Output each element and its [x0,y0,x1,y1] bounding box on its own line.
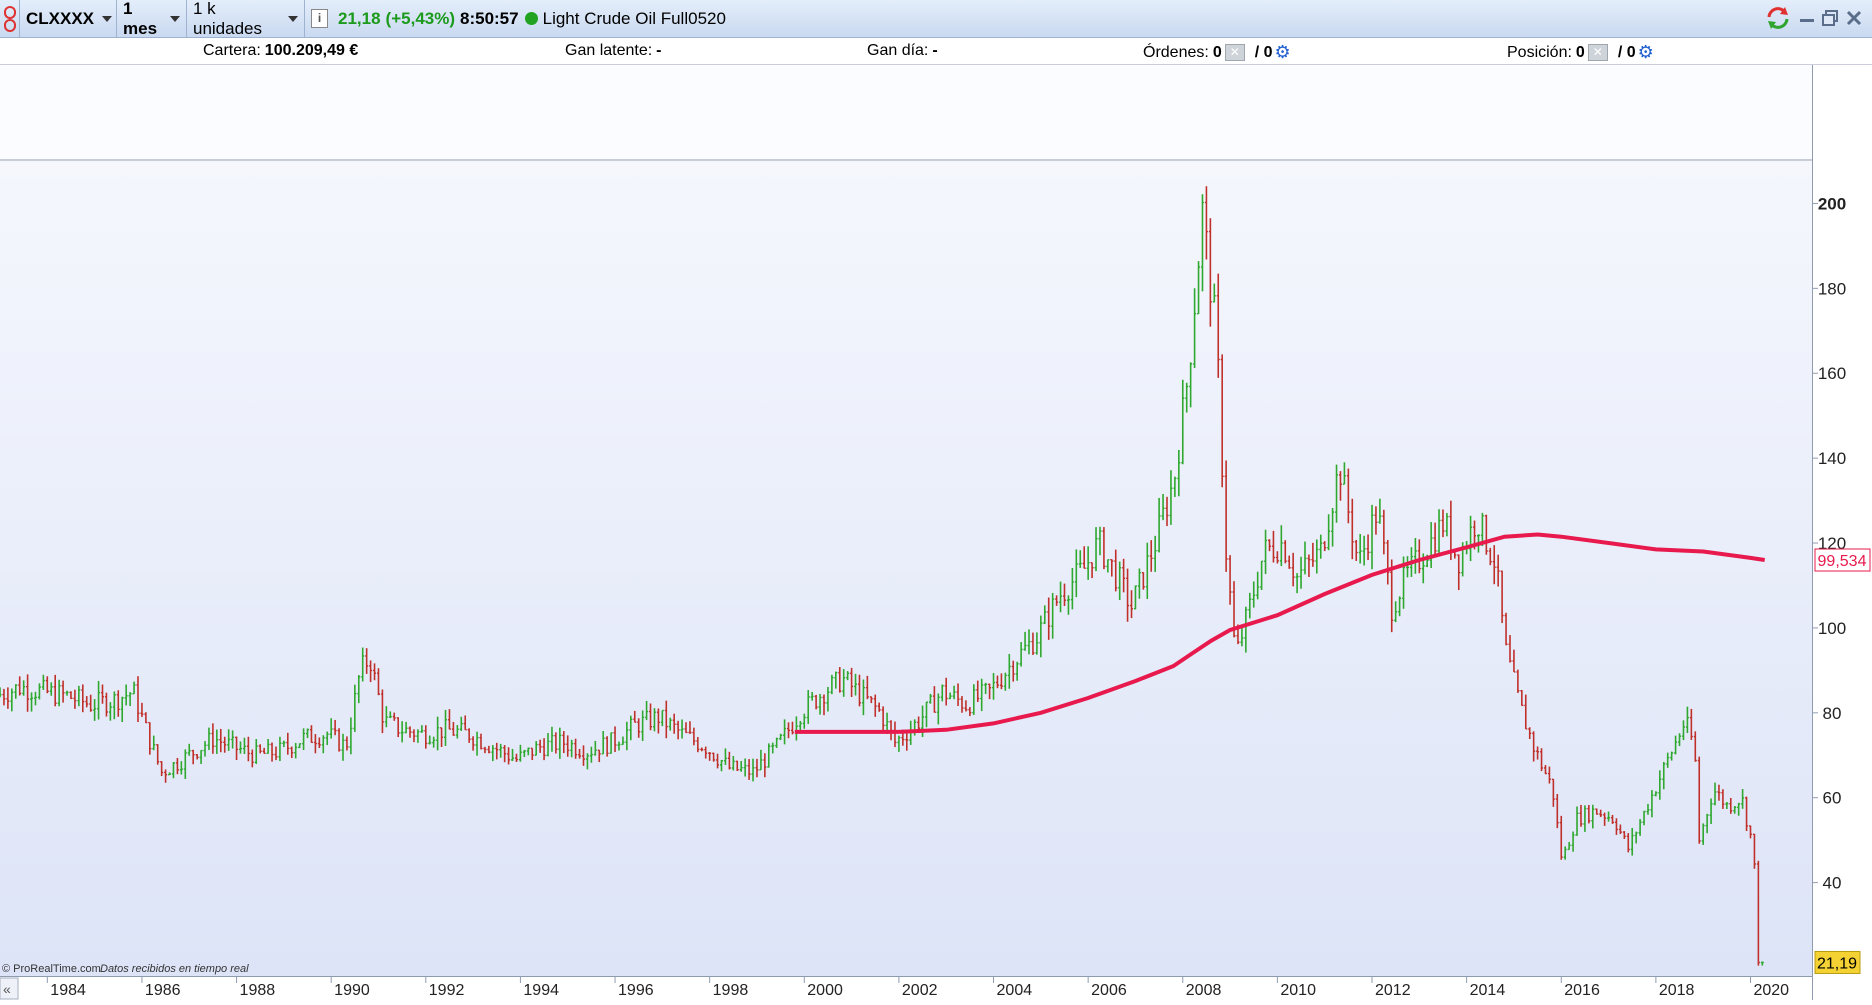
dia-value: - [932,42,938,59]
posicion-value-a: 0 [1575,43,1585,61]
y-tick-label: 100 [1818,619,1846,638]
x-tick-label: 1998 [713,982,749,999]
x-tick-label: 2010 [1280,982,1316,999]
refresh-icon[interactable] [1765,5,1791,37]
footer-realtime: Datos recibidos en tiempo real [100,963,249,975]
toolbar: CLXXXX 1 mes 1 k unidades i 21,18 (+5,43… [0,0,1872,38]
plot-background [0,161,1812,976]
cancel-orders-icon[interactable]: ✕ [1224,44,1245,61]
x-tick-label: 2008 [1186,982,1222,999]
footer-brand: © ProRealTime.com [2,963,101,975]
link-icon[interactable] [0,0,20,37]
x-tick-label: 1990 [334,982,370,999]
minimize-icon[interactable] [1800,8,1814,24]
chevron-down-icon [102,15,113,22]
x-tick-label: 2012 [1375,982,1411,999]
quote-area: i 21,18 (+5,43%) 8:50:57 Light Crude Oil… [305,0,755,37]
x-tick-label: 1994 [523,982,559,999]
y-axis-panel [1813,65,1872,1000]
y-tick-label: 80 [1823,704,1842,723]
x-tick-label: 1992 [429,982,465,999]
x-tick-label: 2004 [997,982,1033,999]
y-tick-label: 60 [1823,789,1842,808]
x-axis-ticks: 1984 1986 1988 1990 1992 1994 1996 1998 2000 2002… [46,976,1789,999]
last-price-text: 21,19 [1817,955,1857,972]
gear-icon[interactable]: ⚙ [1637,42,1654,62]
timeframe-selector[interactable]: 1 mes [117,0,187,38]
x-tick-label: 2016 [1564,982,1600,999]
svg-text:«: « [3,981,11,997]
y-tick-label: 200 [1818,194,1846,213]
y-tick-label: 140 [1818,449,1846,468]
cartera-label: Cartera: [203,42,261,59]
portfolio-bar: Cartera: 100.209,49 € Gan latente: - Gan d… [0,38,1872,65]
symbol-label: CLXXXX [26,8,95,28]
posicion-value-b: / 0 [1617,43,1636,61]
latente-field: Gan latente: - [565,42,662,60]
close-icon[interactable] [1846,9,1862,32]
x-axis-panel [0,977,1812,1000]
symbol-selector[interactable]: CLXXXX [20,0,117,37]
y-tick-label: 40 [1823,874,1842,893]
dia-label: Gan día: [867,42,929,59]
candlestick-series [0,186,1764,966]
last-price: 21,18 [338,8,381,28]
status-dot-icon [524,12,538,25]
scroll-left-icon[interactable]: « [0,977,19,1000]
chevron-down-icon [170,15,180,22]
units-selector[interactable]: 1 k unidades [187,0,305,38]
posicion-label: Posición: [1507,43,1572,61]
posicion-field: Posición: 0 ✕ / 0 ⚙ [1507,42,1654,63]
y-tick-label: 120 [1818,534,1846,553]
cartera-value: 100.209,49 € [264,42,359,59]
units-label: 1 k unidades [193,0,263,38]
ma-value-text: 99,534 [1818,553,1867,570]
last-price-box [1814,950,1861,974]
x-tick-label: 1984 [50,982,86,999]
ordenes-value-b: / 0 [1254,43,1273,61]
last-price-label: 21,19 [1814,950,1861,974]
y-axis-ticks: 40 60 80 100 120 140 160 180 200 [1812,194,1846,893]
ordenes-field: Órdenes: 0 ✕ / 0 ⚙ [1143,42,1291,63]
x-tick-label: 2014 [1470,982,1506,999]
x-tick-label: 2006 [1091,982,1127,999]
ma-value-box [1814,548,1871,572]
close-position-icon[interactable]: ✕ [1587,44,1608,61]
chevron-down-icon [288,15,298,22]
latente-label: Gan latente: [565,42,653,59]
x-tick-label: 2002 [902,982,938,999]
ordenes-label: Órdenes: [1143,43,1209,61]
chart-area[interactable]: 40 60 80 100 120 140 160 180 200 1984 1986 1988 199… [0,65,1872,1000]
x-tick-label: 2000 [807,982,843,999]
x-tick-label: 2018 [1659,982,1695,999]
ordenes-value-a: 0 [1212,43,1222,61]
restore-icon[interactable] [1822,9,1838,32]
y-tick-label: 180 [1818,279,1846,298]
ma-value-label: 99,534 [1814,548,1871,572]
timeframe-label: 1 mes [123,0,158,38]
gear-icon[interactable]: ⚙ [1274,42,1291,62]
indicator-panel [0,65,1812,160]
price-change: (+5,43%) [385,8,455,28]
x-tick-label: 2020 [1753,982,1789,999]
info-icon[interactable]: i [311,9,328,28]
latente-value: - [656,42,662,59]
quote-time: 8:50:57 [460,8,519,28]
price-chart[interactable]: 40 60 80 100 120 140 160 180 200 1984 1986 1988 199… [0,65,1872,1000]
x-tick-label: 1988 [240,982,276,999]
x-tick-label: 1996 [618,982,654,999]
instrument-name: Light Crude Oil Full0520 [542,8,726,28]
y-tick-label: 160 [1818,364,1846,383]
cartera-field: Cartera: 100.209,49 € [203,42,358,60]
dia-field: Gan día: - [867,42,938,60]
x-tick-label: 1986 [145,982,181,999]
moving-average-line [794,532,1765,734]
